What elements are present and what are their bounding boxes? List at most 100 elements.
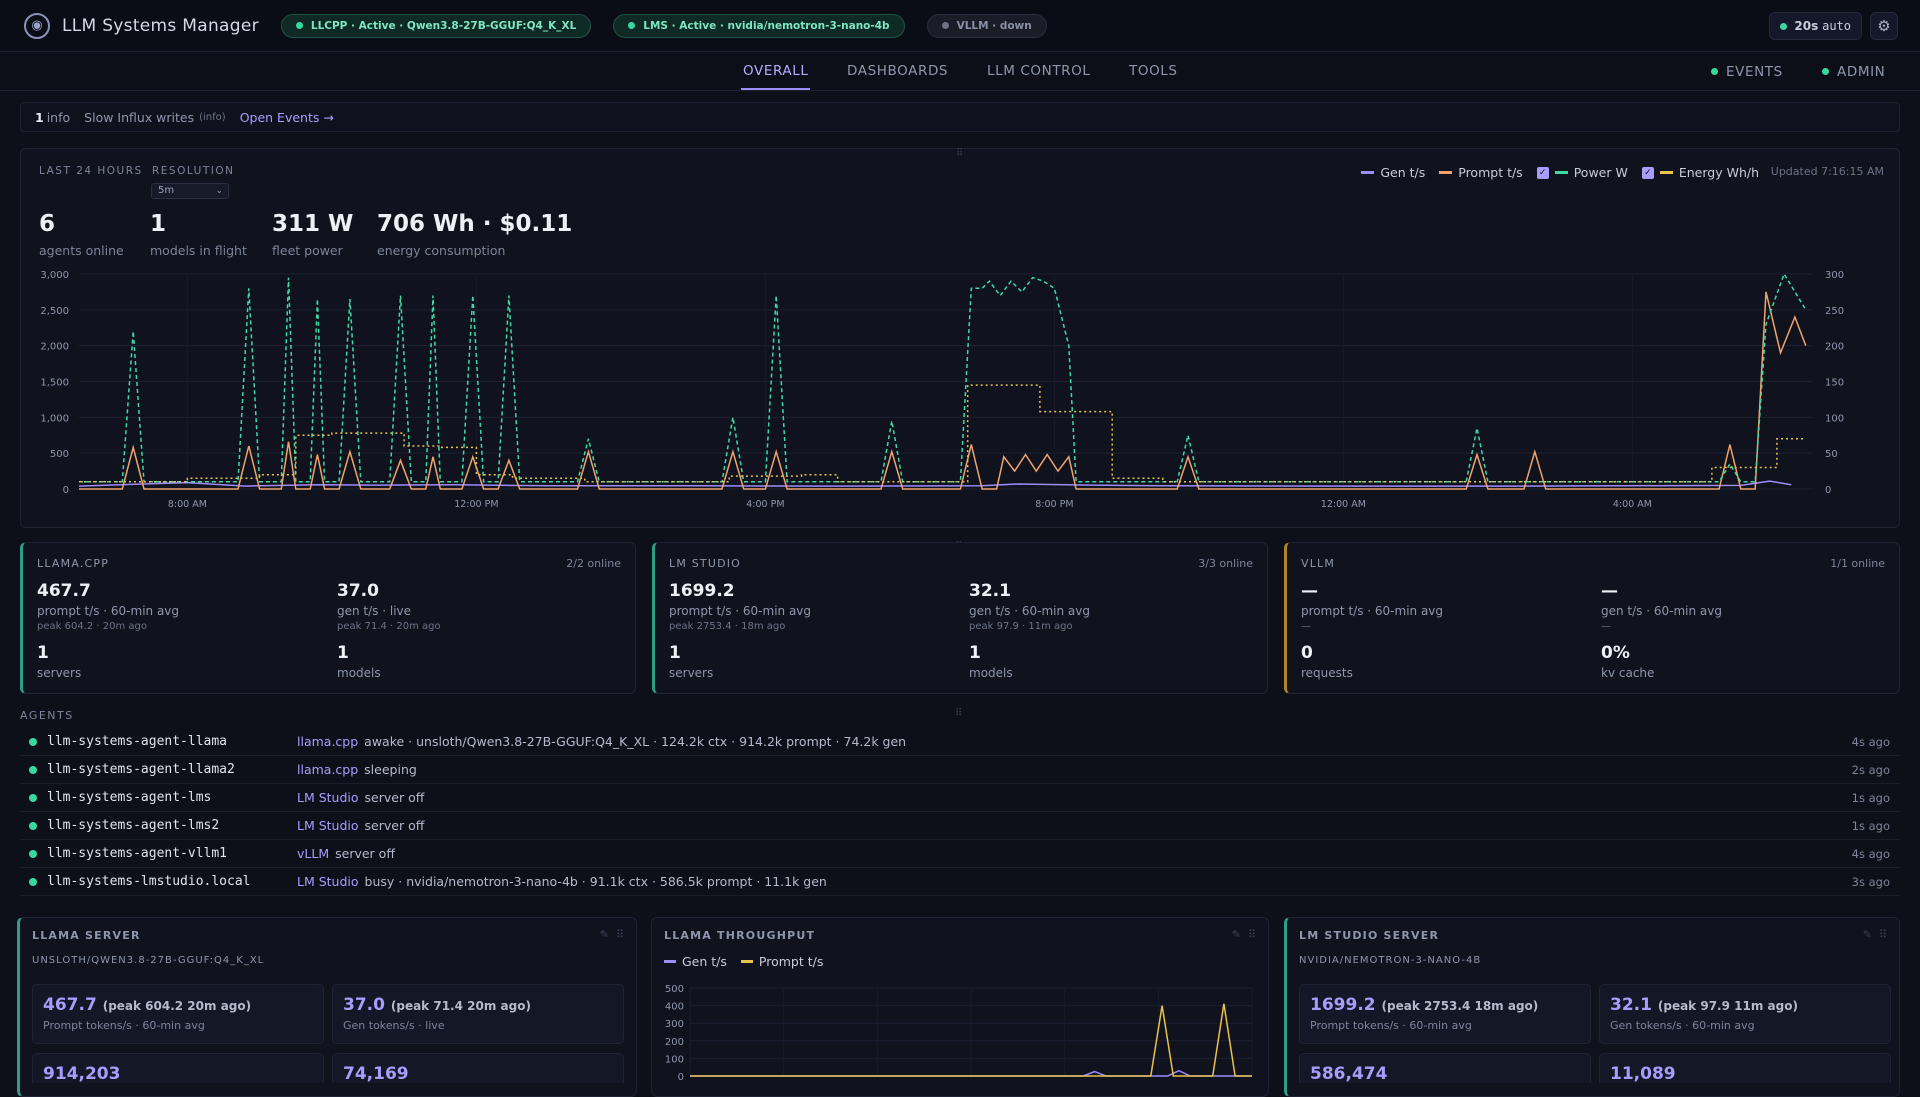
stat-value: 706 Wh · $0.11 xyxy=(377,211,573,237)
y-right-tick-label: 150 xyxy=(1825,378,1844,389)
y-left-tick-label: 500 xyxy=(50,449,69,460)
open-events-link[interactable]: Open Events → xyxy=(239,109,334,125)
x-tick-label: 12:00 AM xyxy=(1321,499,1366,510)
metric-label: gen t/s · 60-min avg xyxy=(969,604,1090,618)
metric-label: Prompt tokens/s · 60-min avg xyxy=(43,1019,205,1032)
panel-title: LLAMA THROUGHPUT xyxy=(664,929,816,942)
metric-number: 32.1 xyxy=(1610,995,1652,1015)
status-pill-lms[interactable]: LMS · Active · nvidia/nemotron-3-nano-4b xyxy=(613,13,905,38)
metric-peak: (peak 71.4 20m ago) xyxy=(390,999,531,1013)
legend-power[interactable]: ✓ Power W xyxy=(1536,165,1628,180)
agent-engine: llama.cpp xyxy=(297,762,359,777)
drag-handle-icon[interactable]: ⠿ xyxy=(956,148,963,159)
service-metric-c: 1 servers xyxy=(37,643,81,680)
status-dot-icon xyxy=(29,765,37,774)
agent-name[interactable]: llm-systems-agent-vllm1 xyxy=(47,846,228,861)
agent-name[interactable]: llm-systems-lmstudio.local xyxy=(47,874,251,889)
edit-icon[interactable]: ✎ xyxy=(1231,928,1241,941)
agent-row[interactable]: llm-systems-agent-llama llama.cpp awake · … xyxy=(20,728,1900,756)
auto-refresh-toggle[interactable]: 20s auto xyxy=(1769,12,1862,40)
metric-tile-gen: 37.0 (peak 71.4 20m ago) Gen tokens/s · l… xyxy=(332,984,624,1044)
metric-peak: — xyxy=(1601,621,1611,632)
status-pill-vllm[interactable]: VLLM · down xyxy=(926,13,1047,38)
service-card-llama: LLAMA.CPP 2/2 online 467.7 prompt t/s · 60-… xyxy=(20,542,636,694)
status-dot-icon xyxy=(29,877,37,886)
y-left-tick-label: 1,000 xyxy=(40,413,69,424)
service-metric-b: 32.1 gen t/s · 60-min avg peak 97.9 · 11m … xyxy=(969,581,1090,632)
info-bar: 1 info Slow Influx writes (info) Open Ev… xyxy=(20,102,1900,132)
legend-gen[interactable]: Gen t/s xyxy=(1361,165,1425,180)
status-pill-llcpp[interactable]: LLCPP · Active · Qwen3.8-27B-GGUF:Q4_K_X… xyxy=(280,13,592,38)
service-metric-d: 1 models xyxy=(969,643,1013,680)
agent-name[interactable]: llm-systems-agent-lms xyxy=(47,790,212,805)
agent-engine: LM Studio xyxy=(297,790,359,805)
service-metric-a: 467.7 prompt t/s · 60-min avg peak 604.2 ·… xyxy=(37,581,179,632)
metric-label: models xyxy=(337,666,381,680)
checkbox-icon[interactable]: ✓ xyxy=(1641,166,1654,179)
resolution-select[interactable]: 5m ⌄ xyxy=(151,183,229,199)
series-line-prompt-t-s xyxy=(690,1003,1252,1077)
nav-admin[interactable]: ADMIN xyxy=(1822,53,1885,90)
drag-handle-icon[interactable]: ⠿ xyxy=(1878,928,1887,941)
y-right-tick-label: 50 xyxy=(1825,449,1838,460)
agent-row[interactable]: llm-systems-agent-lms2 LM Studio server of… xyxy=(20,812,1900,840)
metric-label: prompt t/s · 60-min avg xyxy=(669,604,812,618)
metric-number: 467.7 xyxy=(43,995,97,1015)
agent-status: server off xyxy=(364,818,425,833)
agent-name[interactable]: llm-systems-agent-llama xyxy=(47,734,228,749)
top-bar: ◉ LLM Systems Manager LLCPP · Active · Q… xyxy=(0,0,1920,52)
stat-power: 311 W fleet power xyxy=(272,211,353,258)
tab-overall[interactable]: OVERALL xyxy=(741,53,811,90)
metric-tile-prompt: 467.7 (peak 604.2 20m ago) Prompt tokens/… xyxy=(32,984,324,1044)
service-name: VLLM xyxy=(1301,557,1336,570)
chevron-down-icon: ⌄ xyxy=(215,186,223,196)
agent-last-seen: 3s ago xyxy=(1851,874,1890,889)
tab-dashboards[interactable]: DASHBOARDS xyxy=(847,63,949,79)
metric-value: 32.1 xyxy=(969,581,1011,601)
metric-value: 32.1 (peak 97.9 11m ago) xyxy=(1610,995,1798,1015)
metric-tile-prompt-total: 914,203 xyxy=(32,1053,324,1084)
refresh-interval: 20s xyxy=(1794,19,1819,33)
tab-llm-control[interactable]: LLM CONTROL xyxy=(987,63,1091,79)
status-dot-icon xyxy=(29,793,37,802)
metric-number: 11,089 xyxy=(1610,1064,1676,1084)
model-name: NVIDIA/NEMOTRON-3-NANO-4B xyxy=(1299,955,1482,966)
legend-prompt[interactable]: Prompt t/s xyxy=(740,954,823,969)
nav-events[interactable]: EVENTS xyxy=(1711,53,1783,90)
x-tick-label: 8:00 PM xyxy=(1035,499,1073,510)
pill-label: LMS · Active · nvidia/nemotron-3-nano-4b xyxy=(643,19,890,32)
metric-value: 467.7 xyxy=(37,581,91,601)
checkbox-icon[interactable]: ✓ xyxy=(1536,166,1549,179)
agent-name[interactable]: llm-systems-agent-llama2 xyxy=(47,762,235,777)
legend-prompt[interactable]: Prompt t/s xyxy=(1439,165,1523,180)
metric-label: servers xyxy=(37,666,82,680)
legend-gen[interactable]: Gen t/s xyxy=(664,954,727,969)
metric-value: 1 xyxy=(969,643,981,663)
agent-last-seen: 4s ago xyxy=(1851,734,1890,749)
agent-name[interactable]: llm-systems-agent-lms2 xyxy=(47,818,220,833)
y-tick-label: 400 xyxy=(665,1002,684,1013)
service-name: LLAMA.CPP xyxy=(37,557,110,570)
agent-row[interactable]: llm-systems-lmstudio.local LM Studio busy … xyxy=(20,868,1900,896)
tab-tools[interactable]: TOOLS xyxy=(1129,63,1178,79)
drag-handle-icon[interactable]: ⠿ xyxy=(615,928,624,941)
service-metric-c: 0 requests xyxy=(1301,643,1353,680)
edit-icon[interactable]: ✎ xyxy=(599,928,609,941)
agent-status: busy · nvidia/nemotron-3-nano-4b · 91.1k… xyxy=(364,874,827,889)
model-name: UNSLOTH/QWEN3.8-27B-GGUF:Q4_K_XL xyxy=(32,955,265,966)
agent-row[interactable]: llm-systems-agent-vllm1 vLLM server off 4s … xyxy=(20,840,1900,868)
agent-row[interactable]: llm-systems-agent-lms LM Studio server off… xyxy=(20,784,1900,812)
service-online-count: 3/3 online xyxy=(1198,557,1253,570)
drag-handle-icon[interactable]: ⠿ xyxy=(955,708,962,719)
pill-label: LLCPP · Active · Qwen3.8-27B-GGUF:Q4_K_X… xyxy=(310,19,577,32)
legend-label: Prompt t/s xyxy=(1458,165,1523,180)
legend-energy[interactable]: ✓ Energy Wh/h xyxy=(1641,165,1759,180)
agent-row[interactable]: llm-systems-agent-llama2 llama.cpp sleepin… xyxy=(20,756,1900,784)
edit-icon[interactable]: ✎ xyxy=(1862,928,1872,941)
metric-value: 0% xyxy=(1601,643,1630,663)
nav-events-label: EVENTS xyxy=(1726,63,1783,80)
drag-handle-icon[interactable]: ⠿ xyxy=(1247,928,1256,941)
settings-gear-icon[interactable]: ⚙ xyxy=(1870,12,1898,40)
metric-peak: — xyxy=(1301,621,1311,632)
info-message: Slow Influx writes xyxy=(84,109,195,125)
